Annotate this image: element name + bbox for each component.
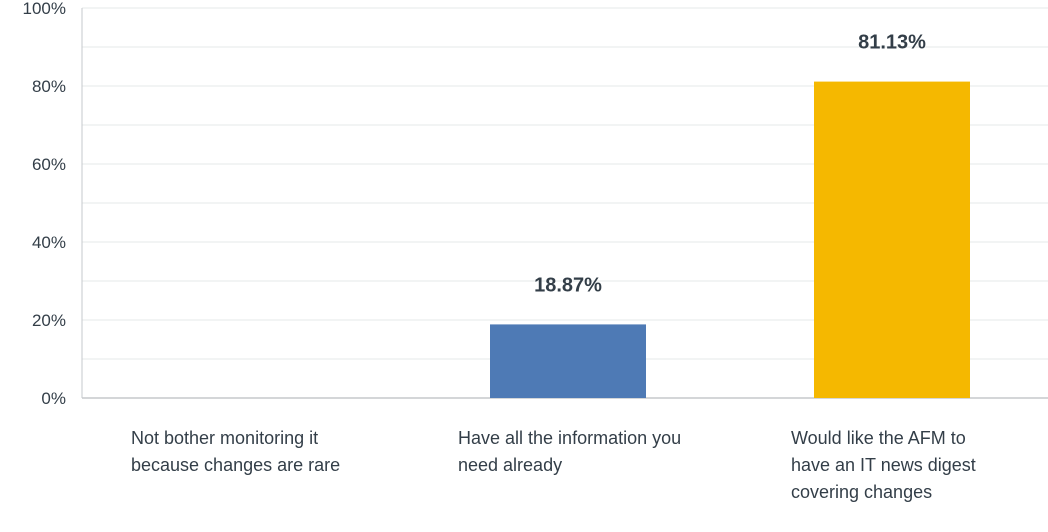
y-axis: 0% 20% 40% 60% 80% 100% (23, 0, 66, 408)
y-tick-label: 80% (32, 77, 66, 96)
category-label: Have all the information you need alread… (458, 428, 682, 475)
y-tick-label: 100% (23, 0, 66, 18)
bar (814, 81, 970, 398)
y-tick-label: 20% (32, 311, 66, 330)
data-label: 81.13% (858, 32, 926, 54)
y-tick-label: 60% (32, 155, 66, 174)
category-label: Would like the AFM to have an IT news di… (791, 428, 976, 502)
data-labels: 18.87% 81.13% (534, 32, 926, 297)
y-tick-label: 0% (41, 389, 66, 408)
data-label: 18.87% (534, 274, 602, 296)
gridlines (82, 7, 1048, 360)
bars (490, 81, 970, 398)
bar (490, 324, 646, 398)
category-label: Not bother monitoring it because changes… (131, 428, 341, 475)
y-tick-label: 40% (32, 233, 66, 252)
